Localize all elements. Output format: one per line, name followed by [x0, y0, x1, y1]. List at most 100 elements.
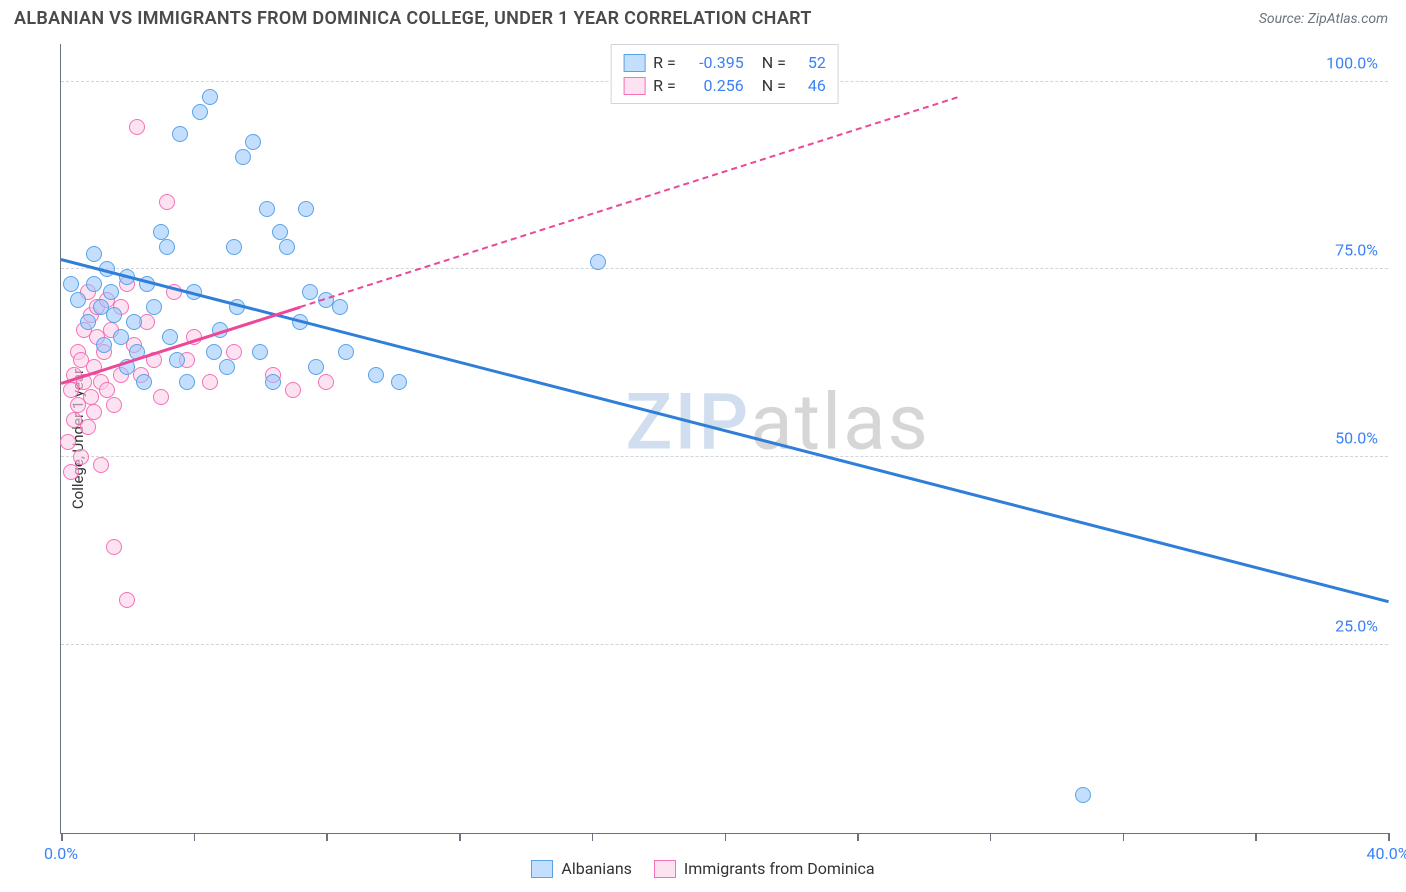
stat-r-label: R = [653, 53, 676, 72]
stat-n-label: N = [762, 76, 786, 95]
x-tick [857, 833, 859, 841]
data-point [86, 276, 102, 292]
gridline [61, 644, 1388, 645]
data-point [60, 434, 76, 450]
legend-swatch [623, 54, 645, 72]
data-point [146, 299, 162, 315]
stat-r-value: -0.395 [684, 53, 744, 72]
data-point [308, 359, 324, 375]
data-point [172, 126, 188, 142]
stat-r-label: R = [653, 76, 676, 95]
stat-n-value: 46 [794, 76, 826, 95]
data-point [245, 134, 261, 150]
data-point [63, 276, 79, 292]
x-tick [725, 833, 727, 841]
data-point [86, 404, 102, 420]
legend-label: Albanians [561, 859, 632, 878]
data-point [159, 239, 175, 255]
y-tick-label: 25.0% [1335, 617, 1378, 636]
gridline [61, 456, 1388, 457]
data-point [93, 457, 109, 473]
data-point [298, 201, 314, 217]
data-point [80, 419, 96, 435]
chart-title: ALBANIAN VS IMMIGRANTS FROM DOMINICA COL… [14, 8, 812, 29]
data-point [119, 592, 135, 608]
data-point [192, 104, 208, 120]
data-point [226, 239, 242, 255]
gridline [61, 268, 1388, 269]
watermark: ZIPatlas [625, 377, 930, 468]
stat-n-value: 52 [794, 53, 826, 72]
data-point [1075, 787, 1091, 803]
data-point [126, 314, 142, 330]
data-point [153, 224, 169, 240]
data-point [103, 284, 119, 300]
regression-line [61, 258, 1390, 603]
data-point [332, 299, 348, 315]
y-tick-label: 50.0% [1335, 429, 1378, 448]
data-point [162, 329, 178, 345]
data-point [226, 344, 242, 360]
data-point [63, 464, 79, 480]
data-point [318, 374, 334, 390]
correlation-legend: R = -0.395 N = 52 R = 0.256 N = 46 [610, 44, 839, 104]
legend-row: R = 0.256 N = 46 [623, 74, 826, 97]
chart-area: College, Under 1 year ZIPatlas R =-0.395… [14, 44, 1388, 834]
data-point [202, 89, 218, 105]
legend-label: Immigrants from Dominica [684, 859, 875, 878]
data-point [202, 374, 218, 390]
x-tick [1123, 833, 1125, 841]
x-tick [990, 833, 992, 841]
data-point [590, 254, 606, 270]
data-point [169, 352, 185, 368]
regression-line [300, 96, 958, 308]
x-tick [592, 833, 594, 841]
legend-swatch [531, 860, 553, 878]
data-point [86, 246, 102, 262]
data-point [106, 307, 122, 323]
data-point [96, 337, 112, 353]
data-point [159, 194, 175, 210]
legend-item: Albanians [531, 859, 632, 878]
data-point [206, 344, 222, 360]
x-tick [194, 833, 196, 841]
data-point [153, 389, 169, 405]
series-legend: Albanians Immigrants from Dominica [0, 859, 1406, 878]
legend-swatch [654, 860, 676, 878]
y-tick-label: 100.0% [1326, 53, 1378, 72]
data-point [338, 344, 354, 360]
source-label: Source: ZipAtlas.com [1259, 11, 1388, 27]
data-point [129, 119, 145, 135]
data-point [179, 374, 195, 390]
data-point [235, 149, 251, 165]
data-point [265, 374, 281, 390]
legend-item: Immigrants from Dominica [654, 859, 875, 878]
data-point [106, 397, 122, 413]
data-point [219, 359, 235, 375]
data-point [279, 239, 295, 255]
data-point [136, 374, 152, 390]
data-point [302, 284, 318, 300]
data-point [83, 389, 99, 405]
data-point [113, 329, 129, 345]
x-tick [459, 833, 461, 841]
data-point [368, 367, 384, 383]
data-point [70, 292, 86, 308]
data-point [252, 344, 268, 360]
stat-n-label: N = [762, 53, 786, 72]
data-point [259, 201, 275, 217]
plot-region: ZIPatlas R = -0.395 N = 52 R = 0.256 N = 46 25.… [60, 44, 1388, 834]
y-tick-label: 75.0% [1335, 241, 1378, 260]
legend-row: R = -0.395 N = 52 [623, 51, 826, 74]
legend-swatch [623, 77, 645, 95]
data-point [391, 374, 407, 390]
stat-r-value: 0.256 [684, 76, 744, 95]
data-point [73, 449, 89, 465]
data-point [272, 224, 288, 240]
x-tick [326, 833, 328, 841]
data-point [106, 539, 122, 555]
data-point [99, 382, 115, 398]
x-tick [1255, 833, 1257, 841]
data-point [285, 382, 301, 398]
x-tick [1388, 833, 1390, 841]
